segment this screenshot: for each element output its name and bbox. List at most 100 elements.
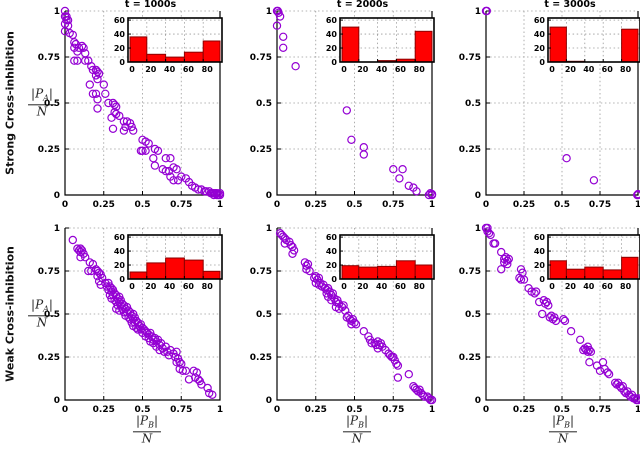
scatter-point bbox=[412, 187, 421, 196]
inset-frame bbox=[127, 17, 223, 63]
inset-y-tick-label: 0 bbox=[331, 275, 337, 284]
scatter-point bbox=[60, 6, 70, 16]
scatter-point bbox=[519, 275, 529, 284]
scatter-point bbox=[305, 266, 314, 276]
scatter-point bbox=[181, 366, 191, 375]
x-tick-label: 0 bbox=[62, 405, 68, 415]
x-axis-label-col2: |PB| N bbox=[342, 413, 372, 445]
inset-y-tick-label: 20 bbox=[326, 261, 338, 270]
x-tick-label: 0 bbox=[483, 405, 489, 415]
scatter-point bbox=[576, 335, 585, 344]
scatter-point bbox=[94, 69, 104, 78]
x-tick-label: 0 bbox=[274, 200, 280, 210]
inset-x-tick-label: 20 bbox=[565, 282, 577, 291]
scatter-point bbox=[497, 247, 506, 257]
histogram-bar bbox=[621, 28, 639, 63]
scatter-point bbox=[486, 230, 495, 240]
scatter-point bbox=[107, 113, 116, 122]
inset-x-tick-label: 40 bbox=[583, 282, 595, 291]
scatter-point bbox=[91, 89, 101, 99]
scatter-point bbox=[169, 176, 178, 185]
scatter-point bbox=[288, 249, 297, 258]
inset-x-tick-label: 60 bbox=[395, 65, 407, 74]
inset-y-tick-label: 0 bbox=[119, 58, 125, 67]
scatter-point bbox=[598, 358, 608, 367]
scatter-point bbox=[347, 135, 356, 144]
inset-y-tick-label: 20 bbox=[326, 44, 338, 53]
inset-frame bbox=[547, 234, 640, 280]
scatter-point bbox=[164, 351, 174, 360]
inset-x-tick-label: 40 bbox=[164, 65, 176, 74]
scatter-point bbox=[70, 38, 79, 47]
y-tick-label: 1 bbox=[54, 224, 60, 234]
scatter-point bbox=[359, 327, 368, 336]
scatter-point bbox=[93, 104, 102, 113]
scatter-point bbox=[138, 146, 147, 155]
scatter-point bbox=[197, 380, 206, 389]
x-tick-label: 0.75 bbox=[589, 200, 611, 210]
scatter-point bbox=[604, 370, 614, 379]
inset-y-tick-label: 40 bbox=[114, 30, 126, 39]
scatter-point bbox=[96, 280, 105, 289]
inset-x-tick-label: 0 bbox=[549, 282, 555, 291]
scatter-point bbox=[516, 275, 526, 284]
panel-title: t = 3000s bbox=[544, 0, 596, 10]
inset-x-tick-label: 20 bbox=[145, 65, 157, 74]
scatter-point bbox=[274, 8, 283, 18]
scatter-point bbox=[615, 382, 625, 391]
scatter-point bbox=[566, 327, 576, 336]
scatter-point bbox=[589, 176, 599, 185]
scatter-point bbox=[595, 366, 605, 375]
y-tick-label: 0.75 bbox=[459, 53, 481, 63]
scatter-point bbox=[359, 142, 368, 152]
scatter-point bbox=[172, 358, 181, 367]
x-tick-label: 0.75 bbox=[170, 405, 192, 415]
inset-x-tick-label: 0 bbox=[129, 282, 135, 291]
inset-y-tick-label: 60 bbox=[534, 16, 546, 25]
scatter-point bbox=[350, 318, 359, 327]
scatter-point bbox=[351, 320, 361, 329]
y-tick-label: 1 bbox=[475, 224, 481, 234]
y-axis-label-row1: |PA| N bbox=[28, 86, 56, 118]
scatter-point bbox=[291, 61, 300, 71]
x-tick-label: 1 bbox=[635, 200, 640, 210]
x-tick-label: 0.5 bbox=[554, 405, 570, 415]
inset-x-tick-label: 60 bbox=[183, 282, 195, 291]
inset-y-tick-label: 40 bbox=[326, 30, 338, 39]
x-axis-label-numerator: |PB| bbox=[342, 413, 372, 432]
scatter-point bbox=[603, 368, 612, 377]
histogram-bar bbox=[202, 40, 221, 63]
x-tick-label: 1 bbox=[217, 405, 223, 415]
inset-x-tick-label: 80 bbox=[414, 65, 426, 74]
x-axis-label-numerator: |PB| bbox=[132, 413, 162, 432]
scatter-point bbox=[633, 189, 640, 199]
y-axis-label-denominator: N bbox=[36, 314, 48, 329]
scatter-point bbox=[177, 172, 186, 181]
inset-x-tick-label: 80 bbox=[202, 282, 214, 291]
y-tick-label: 0.75 bbox=[38, 267, 60, 277]
inset-x-tick-label: 40 bbox=[376, 282, 388, 291]
x-tick-label: 0.25 bbox=[513, 405, 535, 415]
inset-y-tick-label: 0 bbox=[119, 275, 125, 284]
scatter-point bbox=[367, 339, 376, 348]
scatter-point bbox=[203, 383, 212, 393]
inset-histogram-strong-t3000: 0 20 40 60 0 20 40 60 80 bbox=[534, 16, 640, 74]
scatter-point bbox=[618, 382, 628, 391]
scatter-point bbox=[88, 89, 98, 99]
scatter-point bbox=[99, 80, 109, 89]
scatter-point bbox=[280, 239, 289, 248]
histogram-bar bbox=[549, 26, 567, 63]
scatter-point bbox=[398, 164, 407, 174]
scatter-point bbox=[532, 287, 541, 296]
inset-y-tick-label: 60 bbox=[326, 16, 338, 25]
scatter-point bbox=[404, 181, 413, 190]
histogram-bar bbox=[565, 268, 586, 280]
inset-y-tick-label: 0 bbox=[539, 275, 545, 284]
y-tick-label: 0.75 bbox=[250, 53, 272, 63]
inset-histogram-strong-t2000: 0 20 40 60 0 20 40 60 80 bbox=[326, 16, 435, 74]
x-tick-label: 0.25 bbox=[305, 405, 327, 415]
x-tick-label: 0.5 bbox=[554, 200, 570, 210]
inset-y-tick-label: 20 bbox=[114, 261, 126, 270]
inset-y-tick-label: 20 bbox=[114, 44, 126, 53]
